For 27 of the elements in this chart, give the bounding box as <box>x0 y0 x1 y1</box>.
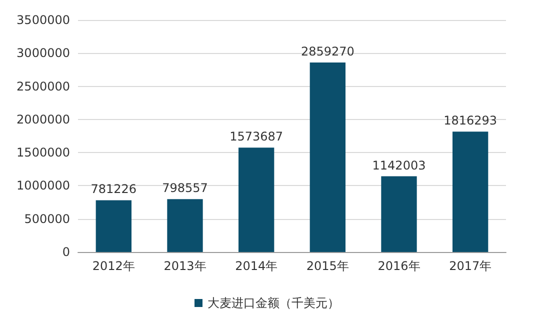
bar <box>96 200 132 252</box>
data-label: 1816293 <box>444 114 498 128</box>
y-tick-label: 0 <box>62 245 70 259</box>
y-tick-label: 500000 <box>24 212 70 226</box>
y-tick-label: 3000000 <box>16 46 70 60</box>
data-label: 781226 <box>90 182 137 196</box>
bar <box>238 148 274 252</box>
x-tick-label: 2016年 <box>378 259 420 273</box>
data-label: 1142003 <box>372 158 426 172</box>
x-tick-label: 2015年 <box>306 259 349 273</box>
y-tick-label: 1000000 <box>16 178 70 193</box>
y-tick-label: 1500000 <box>16 146 70 160</box>
legend-label: 大麦进口金额（千美元） <box>208 296 340 310</box>
data-label: 798557 <box>162 181 208 196</box>
data-label: 2859270 <box>300 44 354 58</box>
x-tick-label: 2014年 <box>235 259 278 273</box>
y-tick-label: 2000000 <box>16 112 70 126</box>
data-label: 1573687 <box>230 130 284 144</box>
x-tick-label: 2013年 <box>164 259 206 273</box>
bar <box>167 199 203 252</box>
x-tick-label: 2017年 <box>449 259 492 273</box>
bar <box>452 132 488 252</box>
bar <box>381 176 417 252</box>
y-tick-label: 2500000 <box>16 79 70 94</box>
bar <box>310 62 346 252</box>
y-tick-label: 3500000 <box>16 13 70 27</box>
x-tick-label: 2012年 <box>92 259 135 273</box>
